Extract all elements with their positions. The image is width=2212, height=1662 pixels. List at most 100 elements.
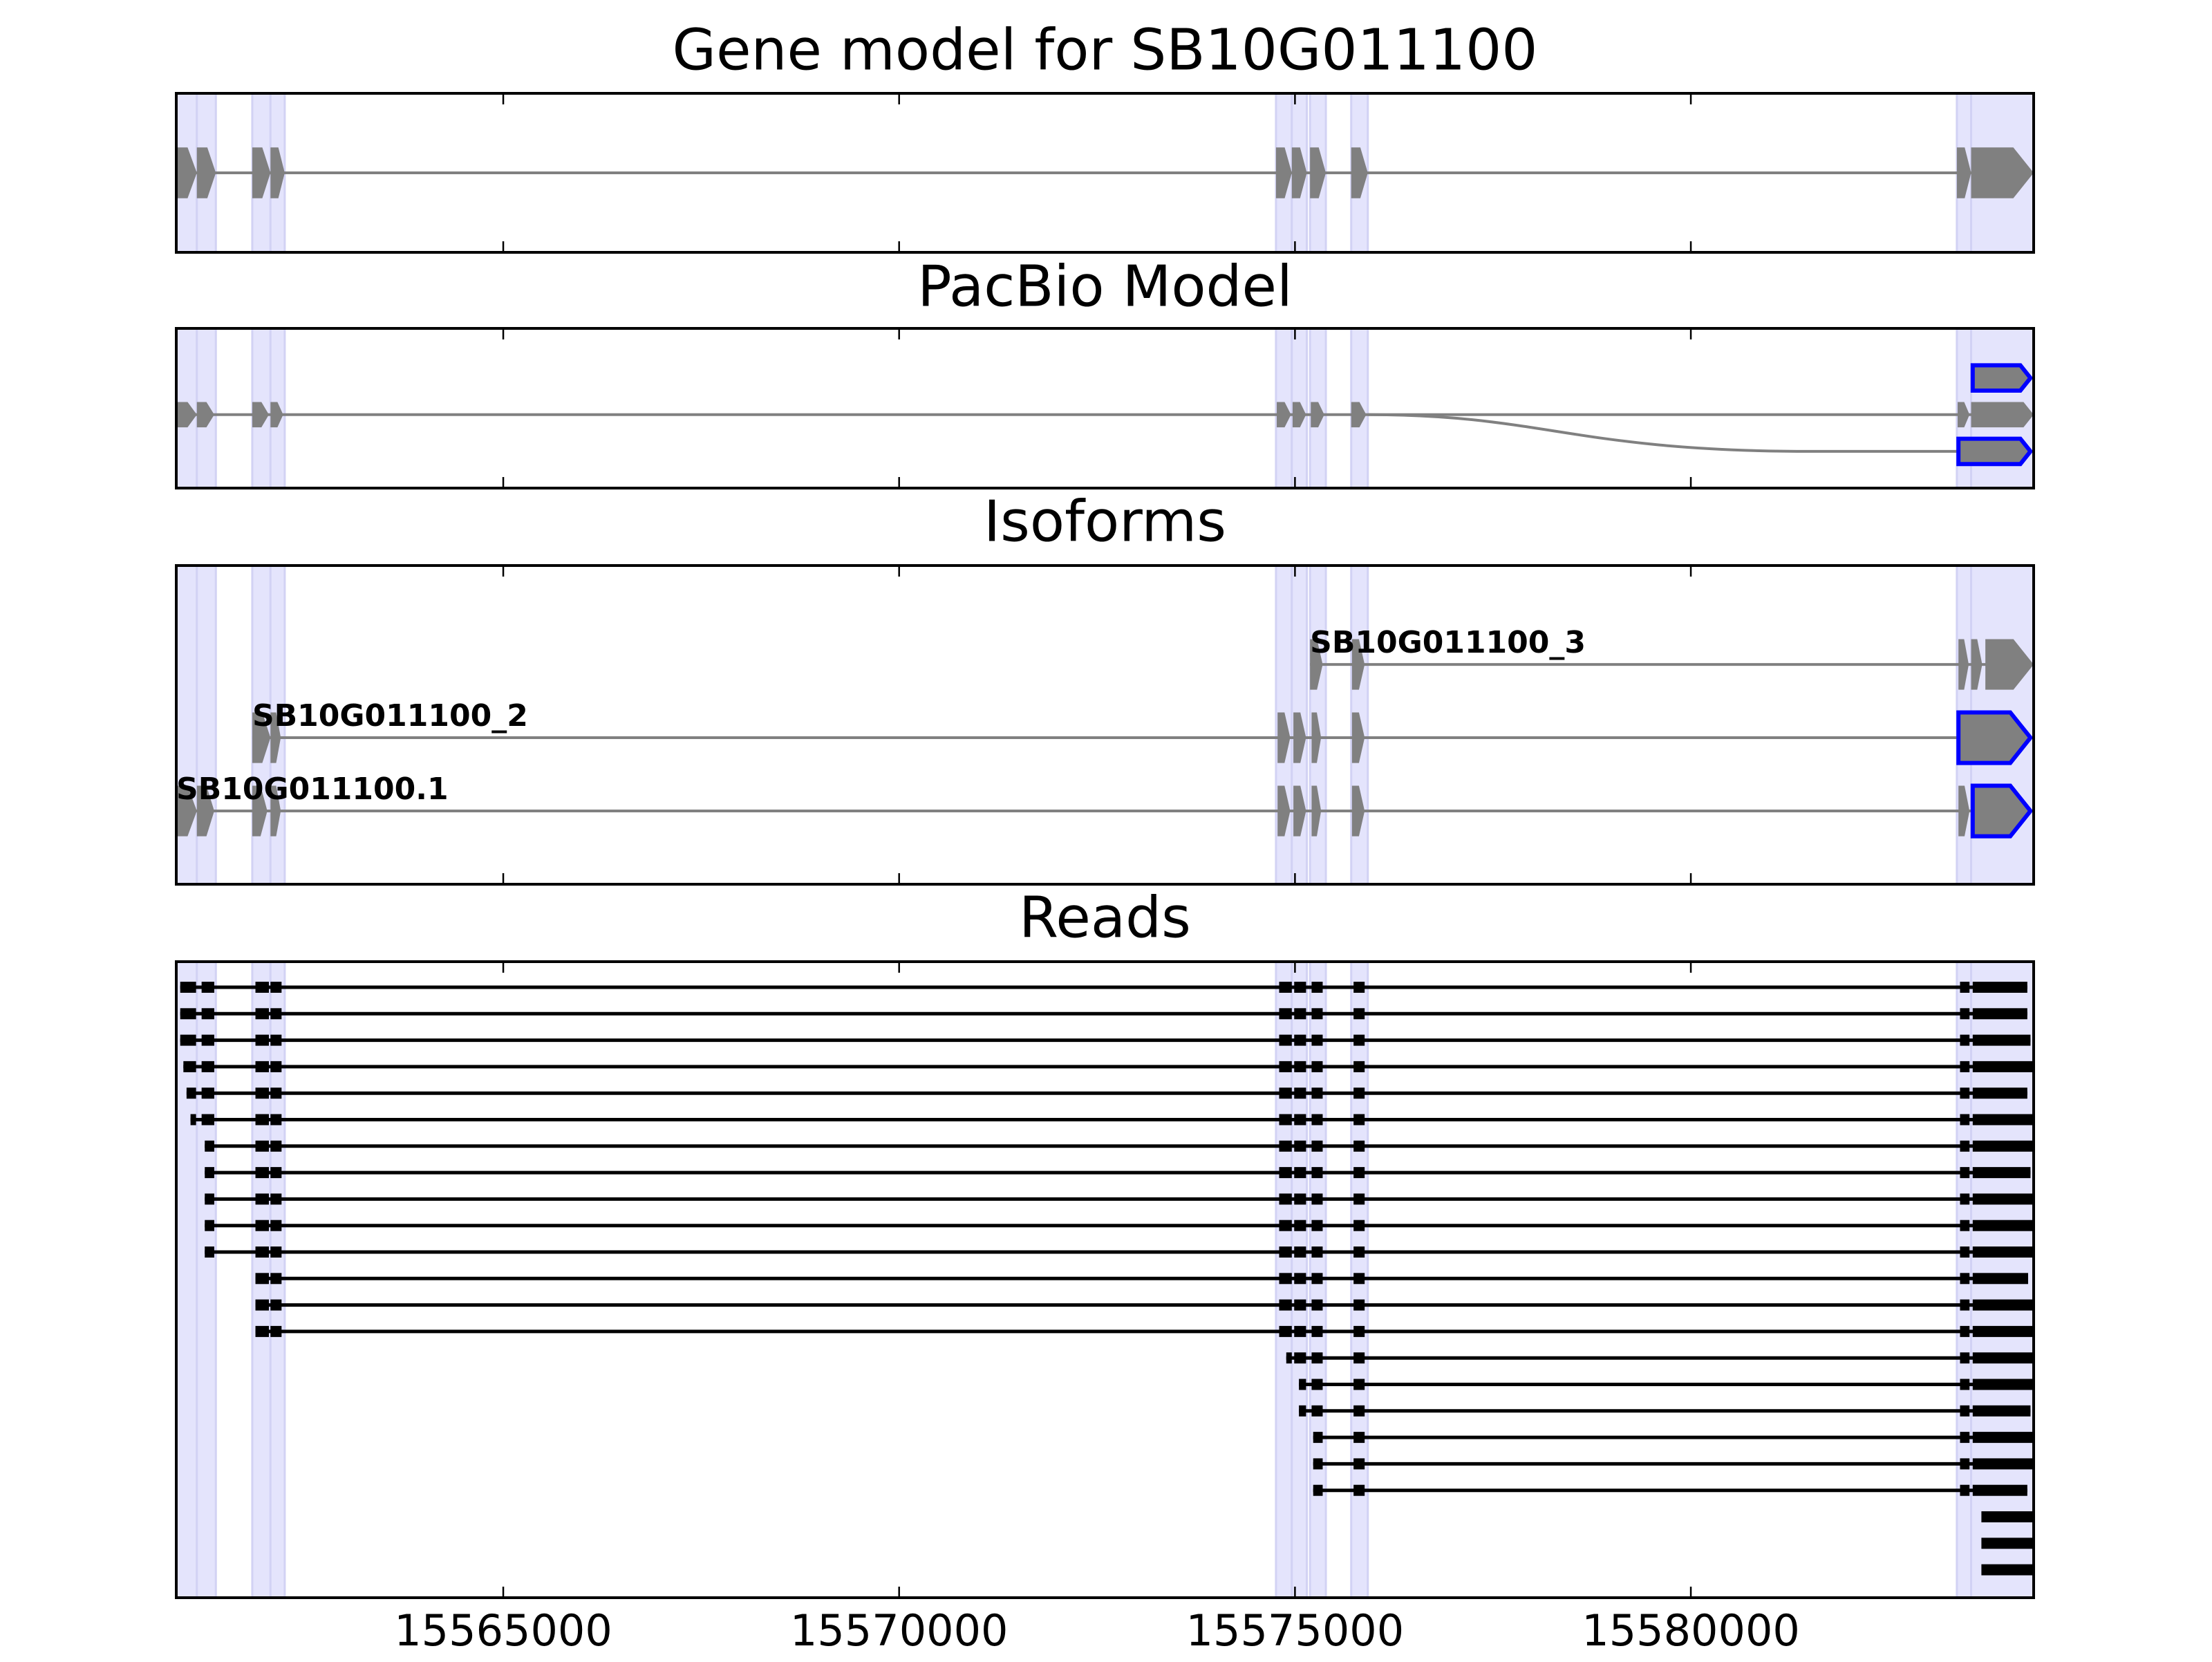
read-block [201, 982, 214, 993]
exon [1956, 436, 2034, 467]
read-block [201, 1008, 214, 1020]
read-block [270, 1061, 282, 1072]
read-block [205, 1140, 214, 1152]
exon [1293, 712, 1306, 763]
read-block [255, 982, 270, 993]
exon [252, 785, 268, 837]
exon [1293, 785, 1306, 837]
exon [1275, 147, 1292, 198]
exon-shade [175, 960, 198, 1599]
read-block [1311, 1299, 1323, 1311]
read-block [1960, 1325, 1970, 1337]
read-block [1294, 1008, 1306, 1020]
read-block [255, 1034, 270, 1046]
read-block [255, 1087, 270, 1099]
read-block [1279, 1008, 1292, 1020]
read-block [1972, 1273, 2028, 1285]
read-block [1279, 1246, 1292, 1258]
exon [270, 147, 285, 198]
exon [1956, 710, 2034, 765]
read-block [255, 1325, 270, 1337]
exon [1958, 785, 1970, 837]
read-block [205, 1220, 214, 1231]
read-block [1960, 1432, 1970, 1444]
exon [1351, 147, 1368, 198]
read-block [1294, 1140, 1306, 1152]
read-block [1960, 1352, 1970, 1364]
read-block [1279, 1114, 1292, 1126]
read-block [270, 1273, 282, 1285]
read-block [270, 1087, 282, 1099]
read-block [1960, 1484, 1970, 1496]
read-block [1972, 1061, 2034, 1072]
read-block [1353, 1034, 1365, 1046]
exon-shade [196, 564, 217, 886]
read-block [1294, 1352, 1306, 1364]
read-block [1353, 1061, 1365, 1072]
read-block [1279, 1140, 1292, 1152]
isoform-label: SB10G011100.1 [176, 772, 449, 807]
isoform-label: SB10G011100_2 [252, 698, 528, 734]
read-block [1353, 1405, 1365, 1417]
panel-frame [175, 960, 2035, 1599]
read-block [270, 1325, 282, 1337]
read-block [1294, 1061, 1306, 1072]
read-block [1353, 1008, 1365, 1020]
read-block [201, 1061, 214, 1072]
exon [1311, 785, 1322, 837]
read-block [1353, 1220, 1365, 1231]
x-tick-label: 15565000 [394, 1605, 612, 1656]
read-block [1972, 1220, 2034, 1231]
exon-shade [196, 960, 217, 1599]
exon [252, 147, 271, 198]
read-block [270, 1008, 282, 1020]
read-block [270, 1220, 282, 1231]
exon-shade [175, 564, 198, 886]
x-tick-label: 15580000 [1582, 1605, 1800, 1656]
exon [270, 785, 281, 837]
exon [176, 785, 197, 837]
read-block [1279, 1193, 1292, 1205]
read-block [1353, 1484, 1365, 1496]
x-tick-label: 15570000 [790, 1605, 1009, 1656]
exon [1351, 712, 1365, 763]
read-block [1353, 1273, 1365, 1285]
read-block [270, 1193, 282, 1205]
exon [1311, 712, 1322, 763]
read-block [1972, 1034, 2031, 1046]
panel-frame [175, 564, 2035, 886]
read-block [1353, 1432, 1365, 1444]
read-block [1279, 1299, 1292, 1311]
read-block [1972, 1114, 2034, 1126]
read-block [1313, 1458, 1323, 1470]
read-block [1311, 1352, 1323, 1364]
read-block [1313, 1432, 1323, 1444]
read-block [1311, 1087, 1323, 1099]
read-block [1353, 1087, 1365, 1099]
read-block [1972, 1087, 2027, 1099]
read-block [1279, 1034, 1292, 1046]
read-block [1981, 1564, 2034, 1576]
read-block [1960, 1087, 1970, 1099]
read-block [1311, 982, 1323, 993]
exon [176, 147, 197, 198]
read-block [1311, 1273, 1323, 1285]
exon [1958, 639, 1969, 690]
read-block [1960, 982, 1970, 993]
read-block [1960, 1114, 1970, 1126]
read-block [1960, 1061, 1970, 1072]
read-block [1279, 1087, 1292, 1099]
read-block [1981, 1511, 2034, 1522]
read-block [255, 1114, 270, 1126]
read-block [1279, 1220, 1292, 1231]
panel-title: Reads [1019, 885, 1191, 951]
read-block [1972, 1352, 2034, 1364]
read-block [1353, 1140, 1365, 1152]
exon [1985, 639, 2034, 690]
read-block [1311, 1061, 1323, 1072]
read-block [1294, 982, 1306, 993]
read-block [255, 1008, 270, 1020]
exon [1956, 147, 1971, 198]
read-block [255, 1061, 270, 1072]
